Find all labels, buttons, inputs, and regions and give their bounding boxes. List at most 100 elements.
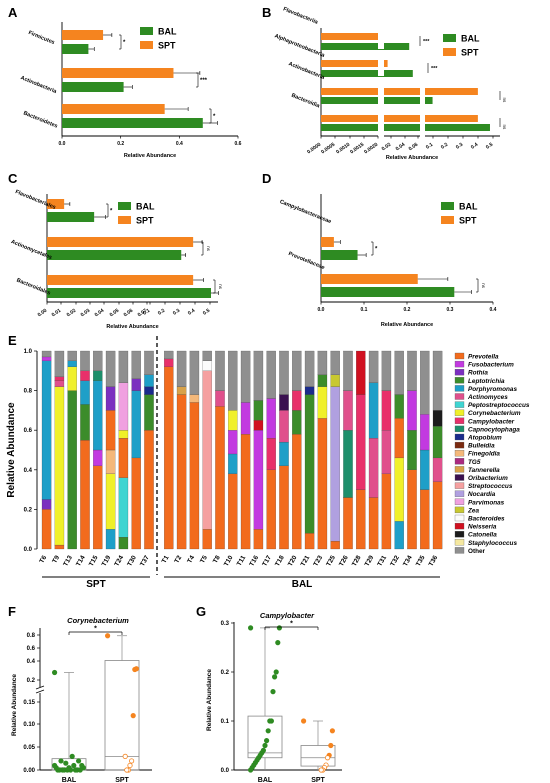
category-label: Campylobacteraceae: [279, 199, 332, 225]
stacked-bar: [54, 350, 65, 550]
legend-label: Other: [468, 548, 486, 555]
x-tick-label: 0.0020: [363, 142, 379, 156]
data-point-bal: [263, 737, 270, 744]
category-label: Flavobacteriia: [282, 6, 319, 26]
stacked-bar: [253, 350, 264, 550]
sample-label: T9: [51, 554, 61, 564]
bar-bal-0: [47, 212, 95, 222]
legend-swatch: [454, 377, 465, 384]
bar-segment: [368, 438, 379, 498]
bar-segment: [420, 489, 430, 550]
category-label: Bacteroidetes: [22, 110, 58, 129]
bar-segment: [356, 394, 366, 490]
y-tick-label: 0.4: [24, 468, 33, 474]
x-tick-label: 0.2: [404, 307, 411, 313]
stacked-bar: [131, 350, 141, 550]
bar-segment: [93, 380, 103, 451]
legend-swatch: [454, 441, 465, 449]
bar-segment: [394, 418, 404, 459]
bar-segment: [266, 350, 276, 399]
stacked-bar: [317, 350, 328, 550]
bar-segment: [80, 350, 90, 371]
sample-label: T28: [351, 554, 363, 568]
legend-label: Finegoldia: [468, 451, 500, 458]
bar-segment: [394, 350, 404, 395]
x-tick-label: 0.2: [440, 142, 449, 151]
bar-segment: [67, 350, 77, 361]
legend: BAL SPT: [441, 202, 478, 226]
stacked-bar: [279, 350, 289, 550]
y-tick-label: 0.1: [221, 719, 230, 725]
x-tick-label: 0.0005: [320, 142, 336, 156]
sample-label: T30: [126, 554, 138, 568]
bar-segment: [356, 350, 366, 395]
bar-spt-2: [47, 275, 194, 285]
x-tick-label: 0.04: [395, 142, 407, 153]
sample-label: T26: [338, 554, 350, 568]
x-tick-label: BAL: [62, 777, 77, 783]
sample-label: T6: [38, 554, 48, 564]
data-point-bal: [63, 760, 69, 766]
bar-segment: [164, 358, 174, 367]
bar-segment: [41, 350, 52, 358]
x-tick-label: 0.07: [137, 308, 149, 319]
bar-bal-0: [62, 44, 89, 54]
bar-segment: [144, 430, 154, 550]
x-tick-label: 0.3: [447, 307, 454, 313]
panel-letter-a: A: [8, 5, 18, 20]
legend-swatch: [454, 450, 465, 457]
x-tick-label: SPT: [311, 777, 325, 783]
legend-swatch-bal: [443, 34, 456, 42]
bar-bal-0: [321, 250, 358, 260]
sig-label: ns: [218, 284, 223, 290]
stacked-bar: [407, 350, 417, 550]
bar-spt-2: [321, 88, 478, 95]
panel-g: G 0.0 0.1 0.2 0.3 Relative Abundance Campyloba…: [196, 604, 342, 783]
legend-label: Tannerella: [468, 467, 500, 474]
sig-label: ns: [502, 98, 507, 104]
bar-segment: [292, 390, 302, 411]
bar-segment: [330, 386, 340, 542]
bar-bal-1: [62, 82, 124, 92]
legend-label-bal: BAL: [461, 34, 480, 44]
legend-label: Staphylococcus: [468, 540, 517, 547]
legend-label: Nocardia: [468, 491, 496, 498]
legend-swatch: [454, 522, 465, 530]
category-label: Actinobacteria: [288, 61, 327, 81]
x-tick-label: 0.4: [490, 307, 497, 313]
legend-label-spt: SPT: [459, 216, 477, 226]
bar-segment: [105, 350, 116, 387]
bar-bal-1: [47, 250, 182, 260]
bar-spt-1: [62, 68, 174, 78]
legend-swatch: [454, 409, 465, 416]
stacked-bar: [189, 350, 200, 550]
legend-label: Campylobacter: [468, 418, 515, 425]
x-tick-label: 0.3: [455, 142, 464, 151]
data-point-spt: [132, 666, 138, 673]
data-point-bal: [71, 762, 77, 769]
data-point-spt: [329, 728, 335, 734]
y-tick-label: 1.0: [24, 349, 33, 355]
legend-swatch: [454, 385, 465, 392]
bar-spt-3: [321, 115, 478, 122]
data-point-bal: [262, 742, 268, 749]
bar-segment: [67, 366, 77, 391]
y-tick-label: 0.10: [23, 722, 35, 728]
bar-segment: [343, 497, 353, 550]
y-tick-label: 0.4: [27, 659, 36, 665]
x-axis-label: Relative Abundance: [124, 153, 176, 159]
bar-segment: [381, 350, 392, 391]
bar-segment: [240, 434, 251, 550]
bar-segment: [105, 410, 116, 451]
bar-segment: [304, 394, 315, 534]
bar-segment: [80, 404, 90, 441]
sig-label: *: [123, 40, 126, 46]
stacked-bar: [330, 350, 340, 550]
sample-label: T15: [88, 554, 100, 568]
panel-letter-g: G: [196, 604, 206, 619]
sample-label: T24: [113, 554, 125, 568]
bar-segment: [176, 394, 187, 550]
axis-break-gap: [36, 687, 44, 693]
bar-segment: [93, 370, 103, 381]
